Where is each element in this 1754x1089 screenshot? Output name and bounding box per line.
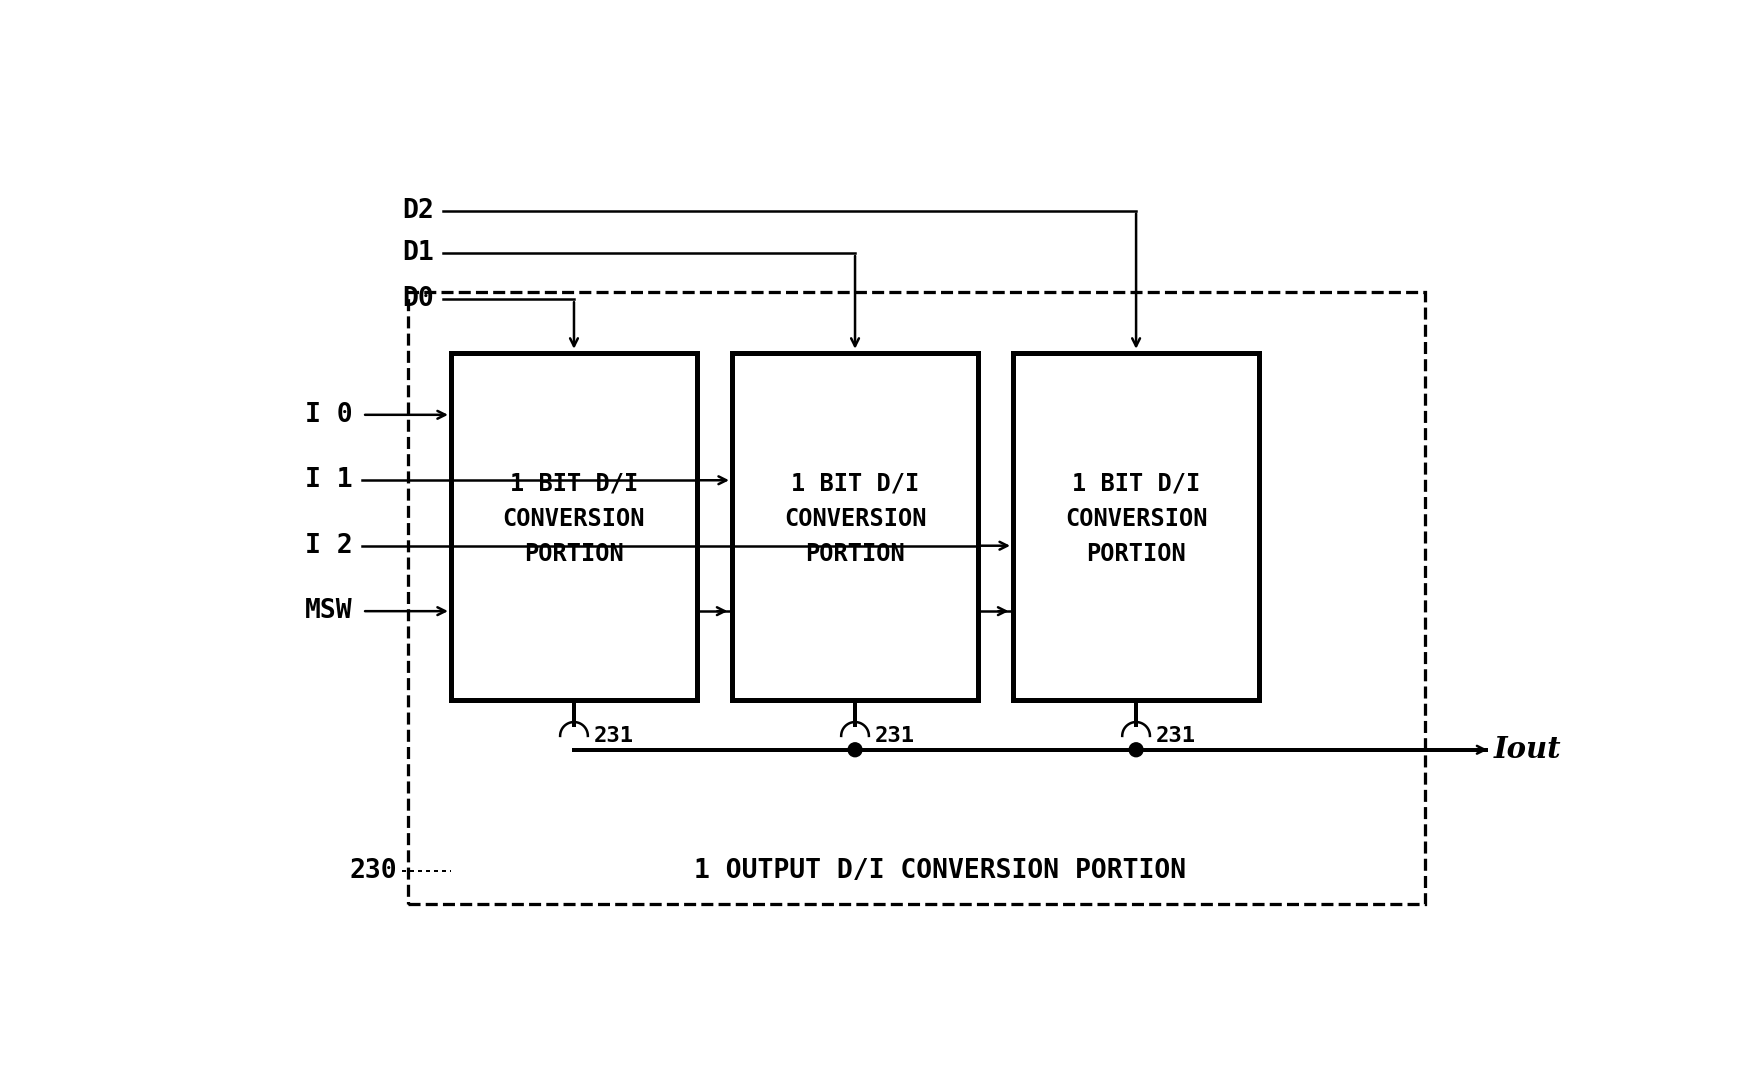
Text: D2: D2 <box>402 198 433 223</box>
Text: 1 BIT D/I
CONVERSION
PORTION: 1 BIT D/I CONVERSION PORTION <box>503 472 645 566</box>
Text: I 0: I 0 <box>305 402 353 428</box>
Text: D1: D1 <box>402 240 433 266</box>
Text: MSW: MSW <box>305 598 353 624</box>
Text: 230: 230 <box>349 858 396 884</box>
Circle shape <box>1130 743 1144 757</box>
Text: I 1: I 1 <box>305 467 353 493</box>
Bar <box>731 353 979 700</box>
Text: 1 OUTPUT D/I CONVERSION PORTION: 1 OUTPUT D/I CONVERSION PORTION <box>693 858 1186 884</box>
Text: 1 BIT D/I
CONVERSION
PORTION: 1 BIT D/I CONVERSION PORTION <box>784 472 926 566</box>
Text: 231: 231 <box>1156 726 1196 746</box>
Bar <box>1012 353 1259 700</box>
Text: D0: D0 <box>402 286 433 313</box>
Text: I 2: I 2 <box>305 533 353 559</box>
Text: 231: 231 <box>595 726 635 746</box>
Text: 1 BIT D/I
CONVERSION
PORTION: 1 BIT D/I CONVERSION PORTION <box>1065 472 1207 566</box>
Bar <box>451 353 696 700</box>
Circle shape <box>849 743 861 757</box>
Text: Iout: Iout <box>1494 735 1561 764</box>
Text: 231: 231 <box>875 726 916 746</box>
Bar <box>409 292 1424 904</box>
